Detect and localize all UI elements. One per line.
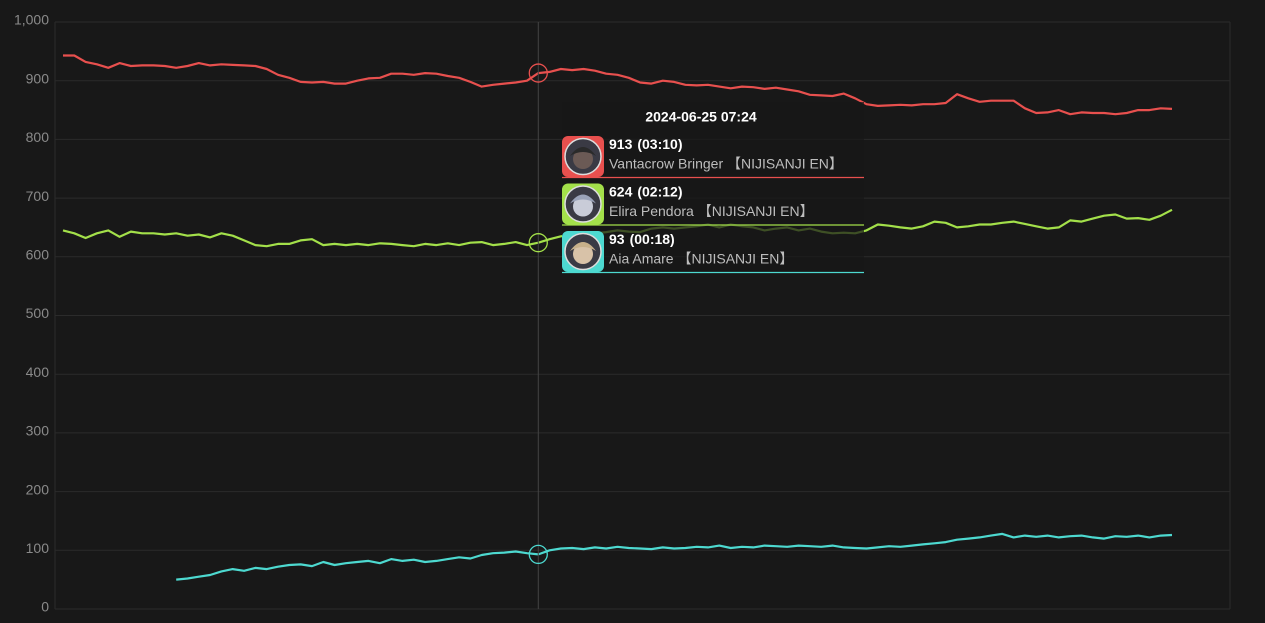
avatar-hair: [570, 242, 596, 251]
y-tick-label: 0: [41, 599, 49, 615]
tooltip-value-note: (03:10): [637, 136, 682, 152]
tooltip-series-name: Vantacrow Bringer 【NIJISANJI EN】: [609, 156, 843, 172]
series-line: [63, 54, 1173, 116]
tooltip-value: 93 (00:18): [609, 231, 675, 247]
tooltip-value: 913 (03:10): [609, 136, 683, 152]
hover-marker: [528, 233, 548, 253]
avatar-hair: [570, 194, 596, 204]
tooltip-value-number: 93: [609, 231, 625, 247]
y-tick-label: 700: [26, 188, 50, 204]
y-tick-label: 100: [26, 540, 50, 556]
avatar-face: [573, 244, 593, 264]
tooltip-value-number: 913: [609, 136, 633, 152]
hover-marker: [528, 544, 548, 565]
tooltip-title: 2024-06-25 07:24: [645, 109, 757, 125]
tooltip-value: 624 (02:12): [609, 183, 683, 199]
tooltip-value-note: (02:12): [637, 183, 682, 199]
tooltip-series-name: Elira Pendora 【NIJISANJI EN】: [609, 203, 814, 219]
hover-marker: [528, 63, 548, 83]
tooltip-value-number: 624: [609, 183, 633, 199]
tooltip-value-note: (00:18): [630, 231, 675, 247]
avatar-face: [573, 196, 593, 217]
y-tick-label: 900: [26, 70, 50, 86]
y-tick-label: 300: [26, 423, 50, 439]
y-tick-label: 400: [26, 364, 50, 380]
y-tick-label: 1,000: [14, 12, 49, 28]
tooltip-background: [562, 102, 864, 274]
series-line: [176, 532, 1173, 581]
y-tick-label: 800: [26, 129, 50, 145]
avatar-face: [573, 149, 593, 169]
y-tick-label: 500: [26, 305, 50, 321]
y-tick-label: 600: [26, 247, 50, 263]
avatar-hair: [570, 147, 596, 156]
tooltip-series-name: Aia Amare 【NIJISANJI EN】: [609, 251, 793, 267]
y-tick-label: 200: [26, 481, 50, 497]
